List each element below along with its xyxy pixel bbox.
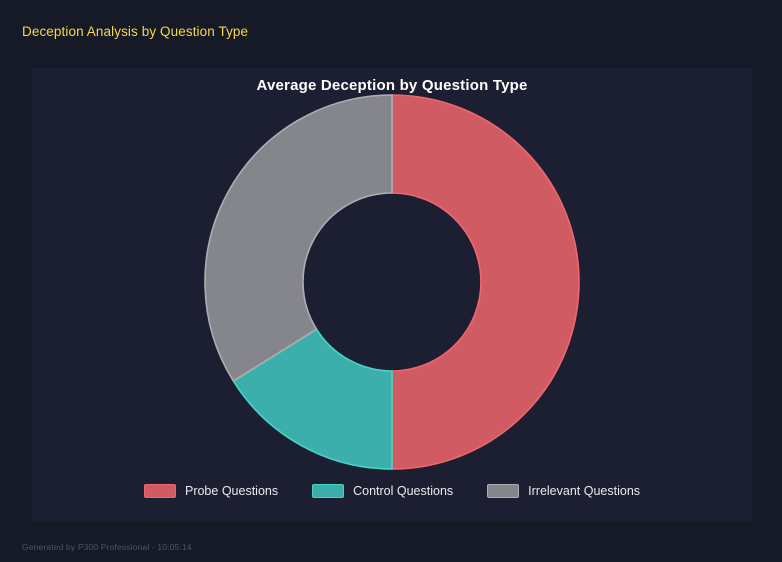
legend-label: Irrelevant Questions bbox=[528, 484, 641, 498]
legend-swatch bbox=[312, 484, 345, 498]
donut-chart bbox=[32, 89, 752, 475]
legend-swatch bbox=[487, 484, 520, 498]
donut-slice[interactable] bbox=[391, 94, 580, 470]
legend-label: Probe Questions bbox=[184, 484, 279, 498]
chart-panel: Average Deception by Question Type Probe… bbox=[32, 68, 752, 522]
legend-label: Control Questions bbox=[353, 484, 454, 498]
page-title: Deception Analysis by Question Type bbox=[22, 24, 249, 39]
donut-chart-svg bbox=[204, 94, 580, 470]
legend-item[interactable]: Control Questions bbox=[312, 484, 453, 498]
legend-swatch bbox=[143, 484, 176, 498]
donut-slice[interactable] bbox=[232, 328, 393, 470]
donut-slice-group bbox=[204, 94, 580, 470]
footer-note: Generated by P300 Professional - 10:05:1… bbox=[22, 542, 192, 552]
legend-item[interactable]: Probe Questions bbox=[143, 484, 279, 498]
legend-item[interactable]: Irrelevant Questions bbox=[487, 484, 640, 498]
chart-legend: Probe Questions Control Questions Irreleva… bbox=[32, 484, 752, 498]
donut-slice[interactable] bbox=[204, 94, 393, 383]
chart-title: Average Deception by Question Type bbox=[256, 77, 528, 94]
